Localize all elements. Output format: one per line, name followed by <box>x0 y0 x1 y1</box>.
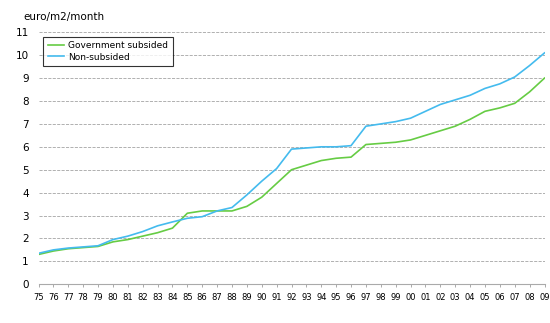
Non-subsided <box>124 234 131 238</box>
Government subsided <box>124 238 131 242</box>
Government subsided <box>437 129 444 133</box>
Non-subsided <box>392 120 399 124</box>
Non-subsided <box>526 64 533 68</box>
Non-subsided <box>80 245 86 249</box>
Government subsided <box>199 209 206 213</box>
Government subsided <box>35 253 42 256</box>
Government subsided <box>95 245 101 248</box>
Government subsided <box>169 226 176 230</box>
Non-subsided <box>318 145 324 149</box>
Non-subsided <box>273 167 280 171</box>
Line: Non-subsided: Non-subsided <box>39 53 544 253</box>
Non-subsided <box>199 215 206 219</box>
Government subsided <box>392 140 399 144</box>
Government subsided <box>318 159 324 162</box>
Non-subsided <box>512 75 518 79</box>
Government subsided <box>512 101 518 105</box>
Government subsided <box>80 246 86 250</box>
Government subsided <box>139 234 146 238</box>
Non-subsided <box>95 244 101 248</box>
Non-subsided <box>348 144 354 148</box>
Non-subsided <box>258 179 265 183</box>
Non-subsided <box>65 246 72 250</box>
Government subsided <box>526 90 533 94</box>
Non-subsided <box>377 122 384 126</box>
Non-subsided <box>154 224 161 228</box>
Non-subsided <box>229 205 235 209</box>
Government subsided <box>377 141 384 145</box>
Government subsided <box>214 209 221 213</box>
Government subsided <box>109 240 116 244</box>
Non-subsided <box>109 238 116 242</box>
Government subsided <box>288 168 295 172</box>
Non-subsided <box>422 109 429 113</box>
Non-subsided <box>407 116 414 120</box>
Government subsided <box>497 106 503 110</box>
Non-subsided <box>244 193 250 197</box>
Government subsided <box>541 76 548 80</box>
Non-subsided <box>214 209 221 213</box>
Government subsided <box>407 138 414 142</box>
Government subsided <box>50 249 57 253</box>
Non-subsided <box>541 51 548 55</box>
Legend: Government subsided, Non-subsided: Government subsided, Non-subsided <box>43 37 173 66</box>
Government subsided <box>65 247 72 251</box>
Non-subsided <box>139 230 146 234</box>
Government subsided <box>482 109 488 113</box>
Government subsided <box>303 163 310 167</box>
Text: euro/m2/month: euro/m2/month <box>23 12 104 22</box>
Non-subsided <box>50 248 57 252</box>
Non-subsided <box>35 251 42 255</box>
Government subsided <box>422 133 429 137</box>
Government subsided <box>467 117 474 121</box>
Government subsided <box>184 211 191 215</box>
Non-subsided <box>482 87 488 90</box>
Non-subsided <box>303 146 310 150</box>
Government subsided <box>348 155 354 159</box>
Government subsided <box>229 209 235 213</box>
Non-subsided <box>362 124 369 128</box>
Government subsided <box>154 231 161 234</box>
Government subsided <box>244 204 250 208</box>
Government subsided <box>362 142 369 146</box>
Line: Government subsided: Government subsided <box>39 78 544 255</box>
Non-subsided <box>333 145 339 149</box>
Non-subsided <box>184 216 191 220</box>
Non-subsided <box>452 98 459 102</box>
Government subsided <box>258 195 265 199</box>
Non-subsided <box>288 147 295 151</box>
Non-subsided <box>437 102 444 106</box>
Government subsided <box>452 124 459 128</box>
Government subsided <box>333 156 339 160</box>
Non-subsided <box>169 220 176 224</box>
Non-subsided <box>497 82 503 86</box>
Non-subsided <box>467 93 474 97</box>
Government subsided <box>273 182 280 185</box>
